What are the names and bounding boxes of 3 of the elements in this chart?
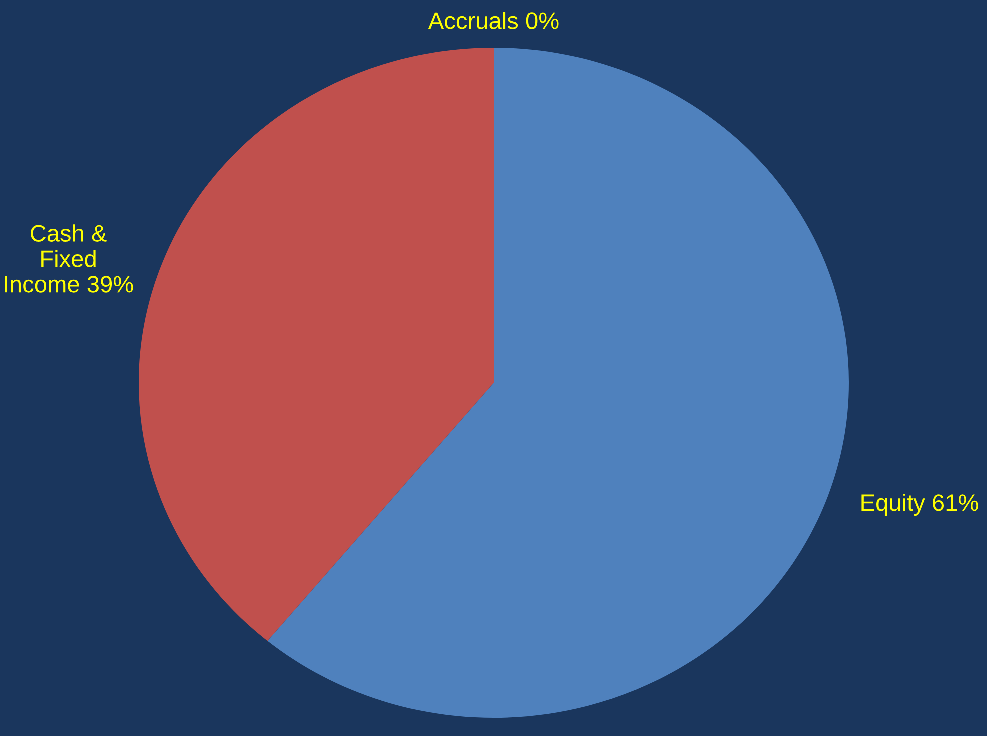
slice-label: Cash & Fixed Income 39% — [5, 224, 134, 293]
category-label: Accruals 0% — [428, 12, 559, 30]
slice-label: Equity 61% — [862, 494, 978, 516]
